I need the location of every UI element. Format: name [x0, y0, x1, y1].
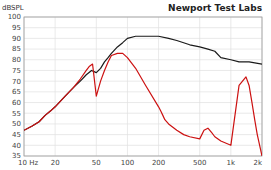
x-grid-line	[96, 17, 97, 156]
x-grid-line	[158, 17, 159, 156]
y-grid-line	[24, 70, 262, 71]
series-group	[24, 36, 262, 156]
x-grid-line	[55, 17, 56, 156]
y-grid-line	[24, 134, 262, 135]
x-grid-line	[230, 17, 231, 156]
x-grid-line	[199, 17, 200, 156]
y-grid-line	[24, 49, 262, 50]
x-tick-label: 200	[152, 159, 165, 167]
y-grid-line	[24, 91, 262, 92]
axes: 3540455055606570758085909510010 Hz205010…	[8, 13, 263, 167]
y-tick-label: 55	[12, 110, 21, 118]
title: Newport Test Labs	[168, 3, 262, 13]
y-tick-label: 70	[12, 78, 21, 86]
grid	[24, 17, 262, 156]
y-grid-line	[24, 38, 262, 39]
y-axis-label: dBSPL	[2, 4, 24, 12]
x-tick-label: 1k	[227, 159, 236, 167]
x-tick-label: 500	[193, 159, 206, 167]
y-grid-line	[24, 145, 262, 146]
series-line	[24, 36, 262, 130]
x-tick-label: 2k	[253, 159, 262, 167]
y-tick-label: 45	[12, 131, 21, 139]
series-line	[24, 53, 262, 156]
y-grid-line	[24, 113, 262, 114]
x-tick-label: 50	[92, 159, 101, 167]
y-tick-label: 40	[12, 142, 21, 150]
y-tick-label: 80	[12, 56, 21, 64]
x-tick-label: 100	[121, 159, 134, 167]
y-grid-line	[24, 59, 262, 60]
x-tick-label: 10 Hz	[18, 159, 38, 167]
x-tick-label: 20	[51, 159, 60, 167]
y-tick-label: 75	[12, 67, 21, 75]
y-tick-label: 65	[12, 88, 21, 96]
y-tick-label: 60	[12, 99, 21, 107]
y-tick-label: 100	[8, 13, 21, 21]
plot-frame	[24, 17, 262, 156]
y-tick-label: 90	[12, 35, 21, 43]
y-tick-label: 95	[12, 24, 21, 32]
y-tick-label: 85	[12, 45, 21, 53]
y-grid-line	[24, 123, 262, 124]
y-tick-label: 50	[12, 120, 21, 128]
chart: 3540455055606570758085909510010 Hz205010…	[0, 0, 271, 170]
y-grid-line	[24, 27, 262, 28]
